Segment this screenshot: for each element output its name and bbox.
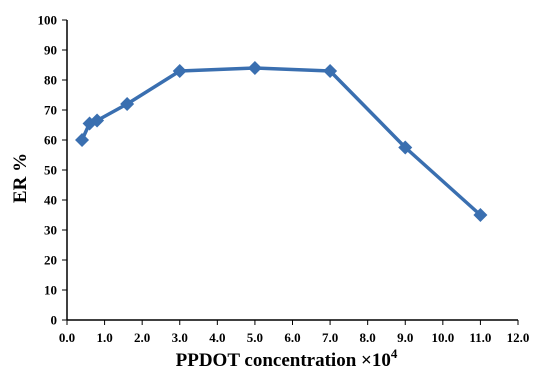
x-tick-label: 9.0 [397,330,413,345]
data-point-marker [473,208,488,222]
y-axis-title: ER % [10,153,31,203]
data-point-marker [90,113,105,128]
y-tick-label: 30 [44,223,57,238]
y-tick-label: 90 [44,43,57,58]
axes [66,20,518,321]
x-tick-label: 11.0 [469,330,491,345]
x-tick-label: 3.0 [172,330,188,345]
data-point-marker [172,64,187,78]
y-tick-label: 40 [44,193,57,208]
x-tick-label: 7.0 [322,330,338,345]
x-tick-label: 12.0 [507,330,530,345]
data-point-marker [247,61,262,75]
y-tick-label: 50 [44,163,57,178]
x-axis-title-exponent: 4 [391,346,398,361]
x-tick-label: 4.0 [209,330,225,345]
data-point-marker [398,140,413,155]
x-tick-label: 2.0 [134,330,150,345]
y-tick-label: 10 [44,283,57,298]
x-axis-title-text: PPDOT concentration ×10 [176,350,391,371]
x-tick-label: 8.0 [360,330,376,345]
y-tick-label: 20 [44,253,57,268]
y-tick-label: 0 [51,313,58,328]
data-point-marker [323,64,338,78]
y-tick-label: 80 [44,73,57,88]
series-line [80,66,482,217]
x-tick-label: 6.0 [284,330,300,345]
x-tick-label: 10.0 [431,330,454,345]
series-layer [75,61,488,222]
data-point-marker [120,97,135,111]
x-axis-title: PPDOT concentration ×104 [176,346,398,371]
x-tick-label: 0.0 [59,330,75,345]
x-tick-label: 5.0 [247,330,263,345]
y-ticks: 0 10 20 30 40 50 60 70 80 90 100 [38,13,67,328]
data-point-marker [75,133,90,147]
y-tick-label: 70 [44,103,57,118]
x-tick-label: 1.0 [96,330,112,345]
y-tick-label: 100 [38,13,58,28]
x-ticks: 0.0 1.0 2.0 3.0 4.0 5.0 6.0 7.0 8.0 9.0 10.0 11.0 12… [59,320,530,345]
y-tick-label: 60 [44,133,57,148]
